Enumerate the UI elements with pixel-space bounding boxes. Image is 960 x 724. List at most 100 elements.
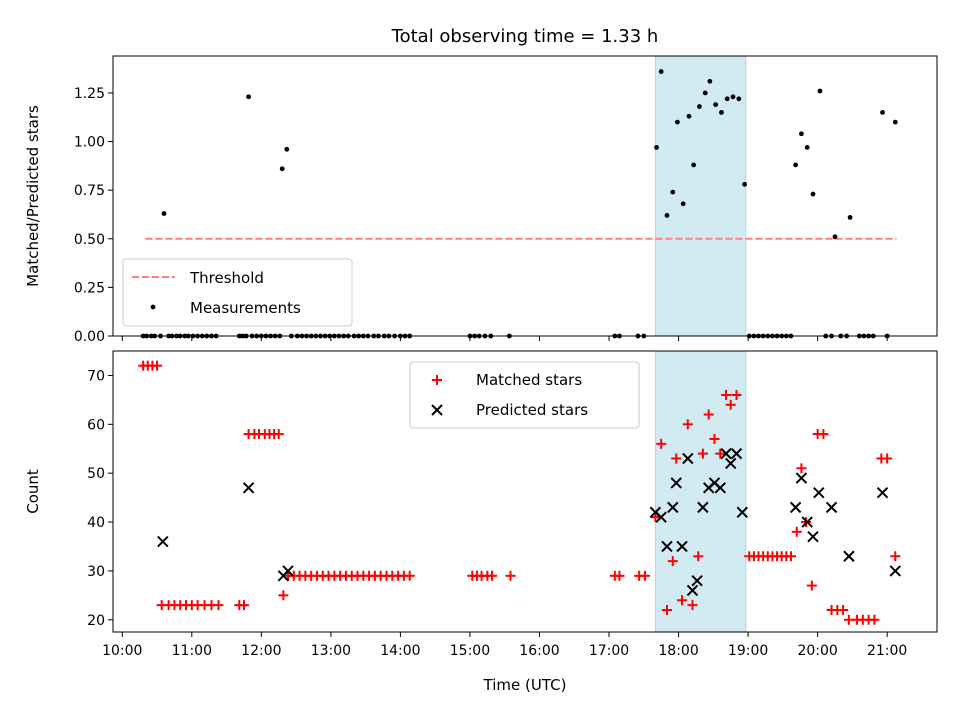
- predicted-star-point: [889, 565, 901, 577]
- x-tick-label: 10:00: [102, 643, 142, 659]
- matched-star-point: [721, 389, 732, 400]
- matched-star-point: [687, 600, 698, 611]
- measurement-point: [674, 119, 680, 125]
- predicted-star-point: [667, 501, 679, 514]
- predicted-star-point: [655, 511, 667, 523]
- measurement-point: [817, 88, 823, 94]
- predicted-star-point: [682, 452, 694, 465]
- matched-star-point: [838, 605, 849, 616]
- cross-stroke-b: [725, 457, 737, 470]
- cross-stroke-b: [242, 482, 255, 494]
- x-axis-label: Time (UTC): [483, 676, 567, 694]
- cross-stroke-b: [889, 565, 901, 577]
- ratio-legend-box: [122, 258, 353, 327]
- measurement-point: [799, 131, 804, 137]
- count-y-axis-label: Count: [24, 469, 42, 514]
- matched-star-point: [785, 551, 796, 562]
- y-tick-label: 30: [87, 564, 105, 580]
- predicted-star-point: [697, 501, 709, 514]
- observing-window-shade: [654, 350, 747, 633]
- predicted-star-point: [825, 501, 838, 514]
- predicted-star-point: [725, 457, 737, 470]
- matched-star-point: [505, 570, 516, 581]
- chart-title: Total observing time = 1.33 h: [391, 26, 659, 47]
- legend-plus-marker: [432, 375, 442, 385]
- predicted-star-point: [720, 447, 732, 460]
- x-tick-label: 12:00: [241, 643, 281, 659]
- predicted-star-point: [736, 506, 749, 518]
- ratio-y-axis-ticks: 0.00 0.25 0.50 0.75 1.00 1.25: [74, 86, 113, 345]
- panel-ratio: 0.00 0.25 0.50 0.75 1.00 1.25 Matched/Predict…: [24, 55, 938, 345]
- cross-stroke-b: [708, 477, 721, 489]
- cross-stroke-b: [661, 540, 673, 553]
- x-tick-label: 13:00: [311, 643, 351, 659]
- cross-stroke-b: [655, 511, 667, 523]
- measurement-point: [719, 109, 724, 115]
- matched-star-point: [806, 580, 817, 591]
- measurement-point: [680, 201, 686, 207]
- predicted-star-point: [789, 501, 802, 514]
- matched-star-point: [677, 595, 688, 606]
- predicted-star-point: [686, 584, 699, 597]
- cross-stroke-b: [789, 501, 802, 514]
- count-y-axis-ticks: 20 30 40 50 60 70: [87, 368, 113, 629]
- measurement-point: [724, 96, 730, 102]
- x-tick-label: 11:00: [172, 643, 212, 659]
- matched-star-point: [693, 551, 704, 562]
- predicted-star-point: [282, 565, 294, 577]
- count-plot-frame: [112, 350, 938, 633]
- predicted-star-point: [730, 447, 743, 460]
- cross-stroke-b: [825, 501, 838, 514]
- matched-star-point: [703, 409, 714, 420]
- matched-star-point: [697, 448, 708, 459]
- measurement-point: [736, 96, 742, 102]
- matched-star-point: [238, 600, 249, 611]
- count-series: [138, 360, 901, 625]
- measurement-point: [880, 109, 885, 115]
- measurement-point: [892, 119, 898, 125]
- y-tick-label: 50: [87, 466, 105, 482]
- cross-stroke-b: [431, 404, 443, 416]
- matched-star-point: [486, 570, 497, 581]
- measurement-point: [691, 162, 697, 168]
- measurement-point: [654, 144, 659, 150]
- cross-stroke-b: [649, 506, 662, 518]
- measurement-point: [832, 234, 838, 240]
- cross-stroke-b: [876, 487, 889, 499]
- predicted-star-point: [801, 516, 813, 528]
- x-tick-label: 21:00: [867, 643, 907, 659]
- legend-predicted-label: Predicted stars: [476, 401, 588, 419]
- y-tick-label: 0.75: [74, 183, 105, 199]
- x-tick-label: 18:00: [658, 643, 698, 659]
- measurement-point: [246, 94, 251, 100]
- measurement-point: [279, 166, 285, 172]
- measurement-point: [658, 69, 664, 74]
- matched-star-point: [715, 448, 726, 459]
- count-legend: Matched stars Predicted stars: [409, 361, 640, 429]
- measurement-point: [742, 181, 748, 187]
- cross-stroke-b: [730, 447, 743, 460]
- predicted-star-point: [676, 540, 688, 553]
- measurement-point: [161, 211, 167, 216]
- legend-predicted-swatch: [431, 404, 443, 416]
- matched-star-point: [869, 614, 880, 625]
- legend-measurements-swatch: [150, 304, 156, 310]
- matched-star-point: [273, 429, 284, 440]
- matched-star-point: [656, 438, 667, 449]
- measurement-point: [804, 144, 810, 150]
- matched-star-point: [682, 419, 693, 430]
- matched-star-point: [404, 570, 415, 581]
- cross-stroke-b: [691, 574, 703, 587]
- legend-cross-marker: [431, 404, 443, 416]
- ratio-plot-frame: [112, 55, 938, 337]
- matched-star-point: [725, 399, 736, 410]
- cross-stroke-b: [282, 565, 294, 577]
- matched-star-point: [882, 453, 893, 464]
- predicted-star-point: [795, 472, 808, 484]
- measurement-point: [707, 78, 713, 84]
- legend-matched-label: Matched stars: [476, 371, 582, 389]
- matched-star-point: [278, 590, 289, 601]
- matched-star-point: [796, 463, 807, 474]
- cross-stroke-b: [670, 477, 682, 489]
